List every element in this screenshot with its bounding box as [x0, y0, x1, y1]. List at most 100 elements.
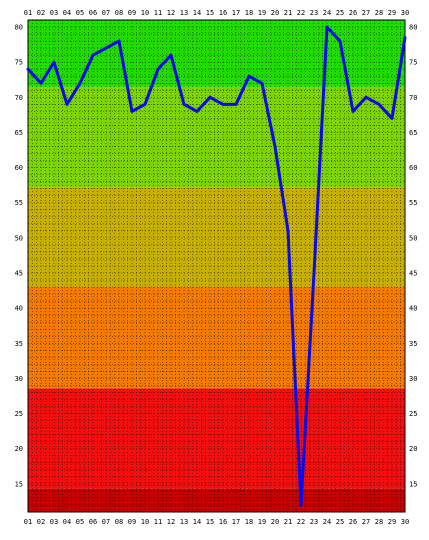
x-tick-label-top: 20	[271, 9, 279, 17]
color-bands	[28, 20, 405, 512]
x-tick-label-top: 13	[180, 9, 188, 17]
data-point	[104, 46, 108, 50]
x-tick-label-top: 07	[102, 9, 110, 17]
y-tick-label-left: 45	[15, 270, 23, 278]
y-tick-label-left: 80	[15, 24, 23, 32]
data-point	[182, 103, 186, 106]
x-tick-label-top: 18	[245, 9, 253, 17]
x-tick-label-top: 06	[89, 9, 97, 17]
data-point	[299, 503, 303, 507]
data-point	[403, 36, 407, 39]
x-tick-label-bottom: 16	[219, 518, 227, 526]
data-point	[377, 103, 381, 106]
data-point	[195, 110, 199, 113]
x-tick-label-bottom: 26	[349, 518, 357, 526]
x-tick-label-bottom: 23	[310, 518, 318, 526]
data-point	[26, 67, 30, 71]
data-point	[221, 103, 225, 106]
x-tick-label-bottom: 06	[89, 518, 97, 526]
x-tick-label-top: 01	[24, 9, 32, 17]
x-tick-label-top: 23	[310, 9, 318, 17]
y-tick-label-right: 45	[409, 270, 417, 278]
x-tick-label-top: 12	[167, 9, 175, 17]
y-tick-label-right: 15	[409, 480, 417, 488]
y-tick-label-right: 60	[409, 164, 417, 172]
x-tick-label-bottom: 12	[167, 518, 175, 526]
data-point	[117, 39, 121, 43]
band-3	[28, 187, 405, 288]
x-tick-label-top: 10	[141, 9, 149, 17]
data-point	[39, 81, 43, 85]
y-tick-label-right: 30	[409, 375, 417, 383]
y-tick-label-right: 20	[409, 445, 417, 453]
data-point	[325, 25, 329, 29]
x-tick-label-bottom: 20	[271, 518, 279, 526]
x-tick-label-bottom: 03	[50, 518, 58, 526]
x-tick-label-top: 17	[232, 9, 240, 17]
x-tick-label-top: 25	[336, 9, 344, 17]
axes: 15 15 20 20 25 25 30 30 35 35 40 40 45 45 50 50 55 55 60 60…	[15, 9, 418, 526]
x-tick-label-bottom: 07	[102, 518, 110, 526]
y-tick-label-left: 25	[15, 410, 23, 418]
data-point	[143, 103, 147, 106]
data-point	[52, 60, 56, 64]
band-1	[28, 388, 405, 489]
data-point	[286, 229, 290, 233]
x-tick-label-top: 19	[258, 9, 266, 17]
x-tick-label-bottom: 11	[154, 518, 162, 526]
x-tick-label-top: 26	[349, 9, 357, 17]
x-tick-label-top: 30	[401, 9, 409, 17]
x-tick-label-top: 24	[323, 9, 331, 17]
y-tick-label-left: 60	[15, 164, 23, 172]
y-tick-label-left: 20	[15, 445, 23, 453]
band-2	[28, 287, 405, 389]
band-4	[28, 86, 405, 188]
x-tick-label-bottom: 17	[232, 518, 240, 526]
y-tick-label-right: 40	[409, 305, 417, 313]
y-tick-label-left: 65	[15, 129, 23, 137]
y-tick-label-left: 30	[15, 375, 23, 383]
x-tick-label-top: 21	[284, 9, 292, 17]
x-tick-label-bottom: 18	[245, 518, 253, 526]
plot-frame	[27, 19, 406, 513]
y-tick-label-left: 55	[15, 199, 23, 207]
y-tick-label-left: 70	[15, 94, 23, 102]
x-tick-label-bottom: 25	[336, 518, 344, 526]
data-point	[156, 67, 160, 71]
band-0	[28, 488, 405, 512]
data-point	[364, 96, 368, 99]
x-tick-label-bottom: 02	[37, 518, 45, 526]
x-tick-label-bottom: 30	[401, 518, 409, 526]
x-tick-label-top: 04	[63, 9, 71, 17]
data-point	[65, 103, 69, 106]
x-tick-label-bottom: 13	[180, 518, 188, 526]
y-tick-label-right: 70	[409, 94, 417, 102]
x-tick-label-top: 29	[388, 9, 396, 17]
y-tick-label-left: 40	[15, 305, 23, 313]
x-tick-label-bottom: 08	[115, 518, 123, 526]
x-tick-label-bottom: 10	[141, 518, 149, 526]
data-point	[260, 81, 264, 85]
y-tick-label-right: 75	[409, 59, 417, 67]
x-tick-label-top: 28	[375, 9, 383, 17]
data-point	[247, 74, 251, 78]
x-tick-label-bottom: 05	[76, 518, 84, 526]
y-tick-label-right: 80	[409, 24, 417, 32]
y-tick-label-left: 75	[15, 59, 23, 67]
y-tick-label-right: 25	[409, 410, 417, 418]
x-tick-label-bottom: 28	[375, 518, 383, 526]
data-point	[130, 110, 134, 113]
data-point	[169, 53, 173, 57]
x-tick-label-bottom: 21	[284, 518, 292, 526]
x-tick-label-bottom: 29	[388, 518, 396, 526]
x-tick-label-bottom: 09	[128, 518, 136, 526]
x-tick-label-bottom: 14	[193, 518, 201, 526]
x-tick-label-top: 14	[193, 9, 201, 17]
x-tick-label-top: 11	[154, 9, 162, 17]
x-tick-label-top: 15	[206, 9, 214, 17]
data-point	[390, 117, 394, 120]
y-tick-label-right: 50	[409, 234, 417, 242]
data-point	[91, 53, 95, 57]
y-tick-label-right: 65	[409, 129, 417, 137]
